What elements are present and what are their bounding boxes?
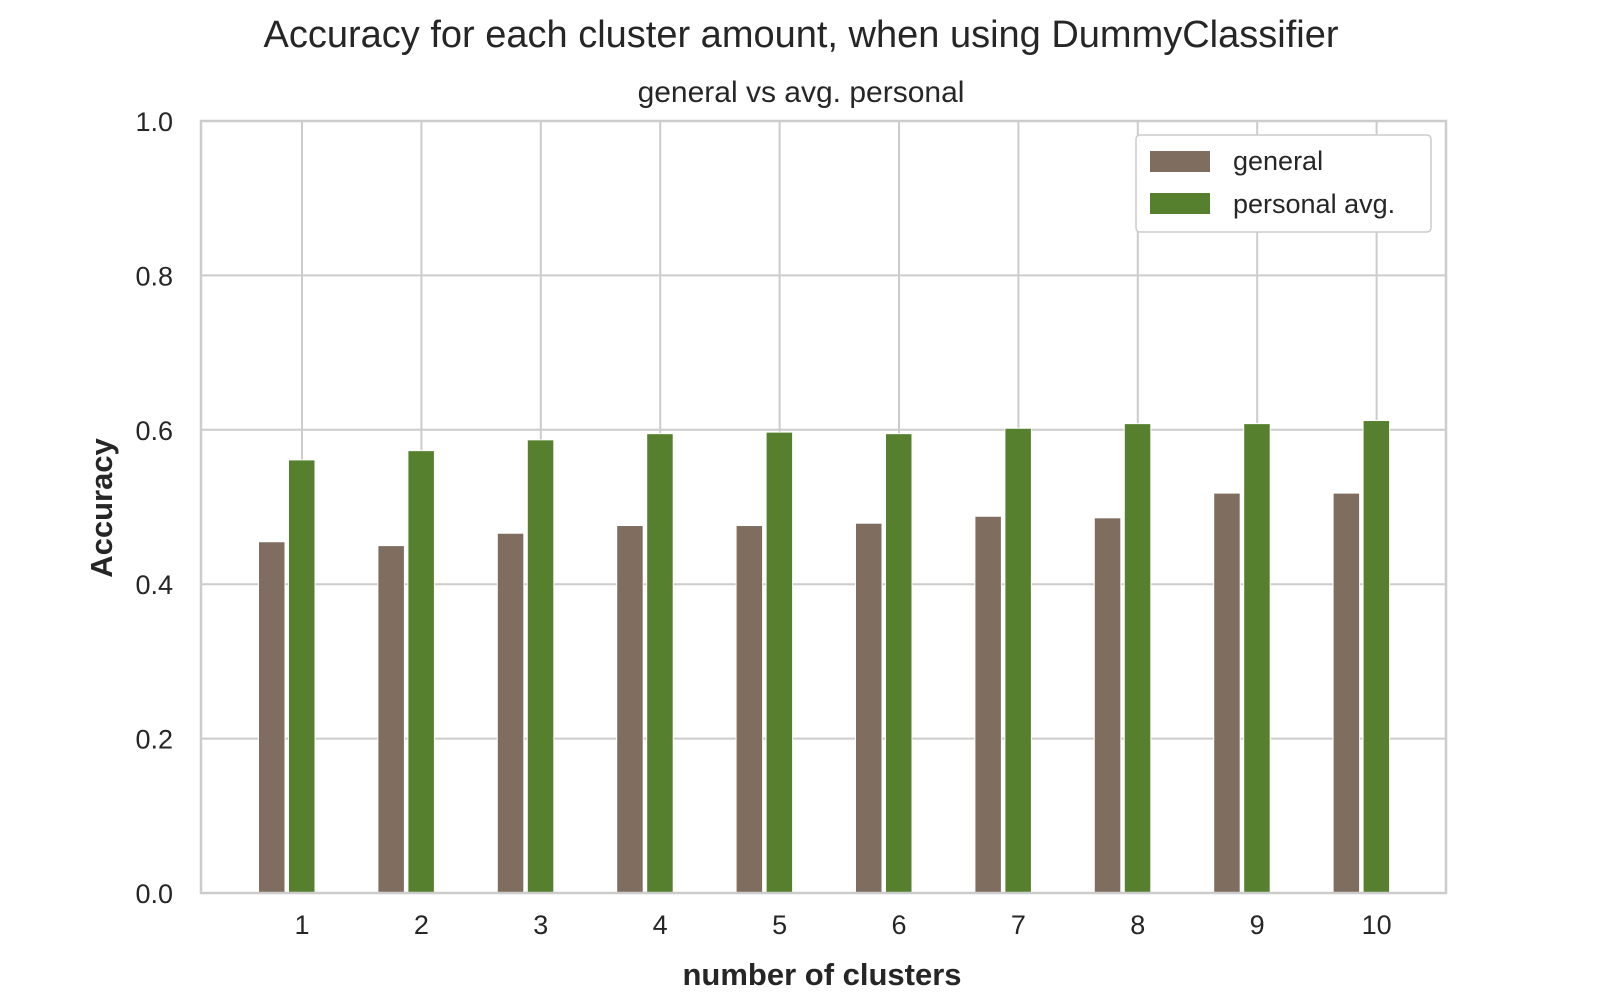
x-tick-label: 8	[1130, 910, 1145, 940]
chart-title: Accuracy for each cluster amount, when u…	[264, 14, 1339, 56]
x-tick-label: 3	[533, 910, 548, 940]
y-tick-label: 1.0	[135, 107, 173, 137]
bar-general	[1093, 517, 1122, 894]
bar-general	[616, 525, 644, 894]
bar-general	[1332, 492, 1361, 894]
x-tick-label: 6	[891, 910, 906, 940]
bar-personal-avg	[1123, 423, 1152, 894]
legend-label-general: general	[1233, 146, 1323, 176]
x-tick-label: 5	[772, 910, 787, 940]
bar-general	[974, 515, 1002, 894]
legend-label-personal-avg: personal avg.	[1233, 189, 1395, 219]
bar-general	[855, 522, 883, 894]
y-tick-label: 0.4	[135, 570, 173, 600]
bar-personal-avg	[1243, 423, 1271, 894]
bar-general	[735, 525, 764, 894]
y-tick-label: 0.6	[135, 416, 173, 446]
y-axis-label: Accuracy	[84, 437, 119, 577]
legend-swatch-general	[1150, 151, 1210, 172]
x-tick-label: 9	[1250, 910, 1265, 940]
x-tick-label: 10	[1362, 910, 1392, 940]
x-tick-label: 2	[414, 910, 429, 940]
x-tick-label: 4	[653, 910, 668, 940]
bar-personal-avg	[646, 433, 674, 894]
bar-general	[258, 541, 286, 894]
bar-personal-avg	[765, 431, 794, 894]
plot-frame	[199, 119, 1448, 895]
bar-general	[496, 532, 525, 894]
y-tick-label: 0.2	[135, 725, 173, 755]
bar-personal-avg	[885, 433, 913, 894]
bar-general	[1213, 492, 1241, 894]
y-tick-labels: 0.0 0.2 0.4 0.6 0.8 1.0	[135, 107, 173, 909]
y-tick-label: 0.0	[135, 879, 173, 909]
x-tick-labels: 1 2 3 4 5 6 7 8 9 10	[294, 910, 1391, 940]
chart-subtitle: general vs avg. personal	[638, 76, 965, 109]
legend: general personal avg.	[1135, 134, 1432, 233]
bar-personal-avg	[1362, 420, 1391, 894]
bar-personal-avg	[1004, 427, 1032, 894]
legend-swatch-personal-avg	[1150, 193, 1210, 214]
y-tick-label: 0.8	[135, 261, 173, 291]
bar-personal-avg	[288, 459, 316, 894]
bar-general	[377, 545, 405, 894]
bar-personal-avg	[407, 450, 435, 894]
x-tick-label: 7	[1011, 910, 1026, 940]
x-axis-label: number of clusters	[682, 957, 961, 992]
bars	[258, 420, 1391, 894]
bar-personal-avg	[526, 439, 555, 894]
x-tick-label: 1	[294, 910, 309, 940]
